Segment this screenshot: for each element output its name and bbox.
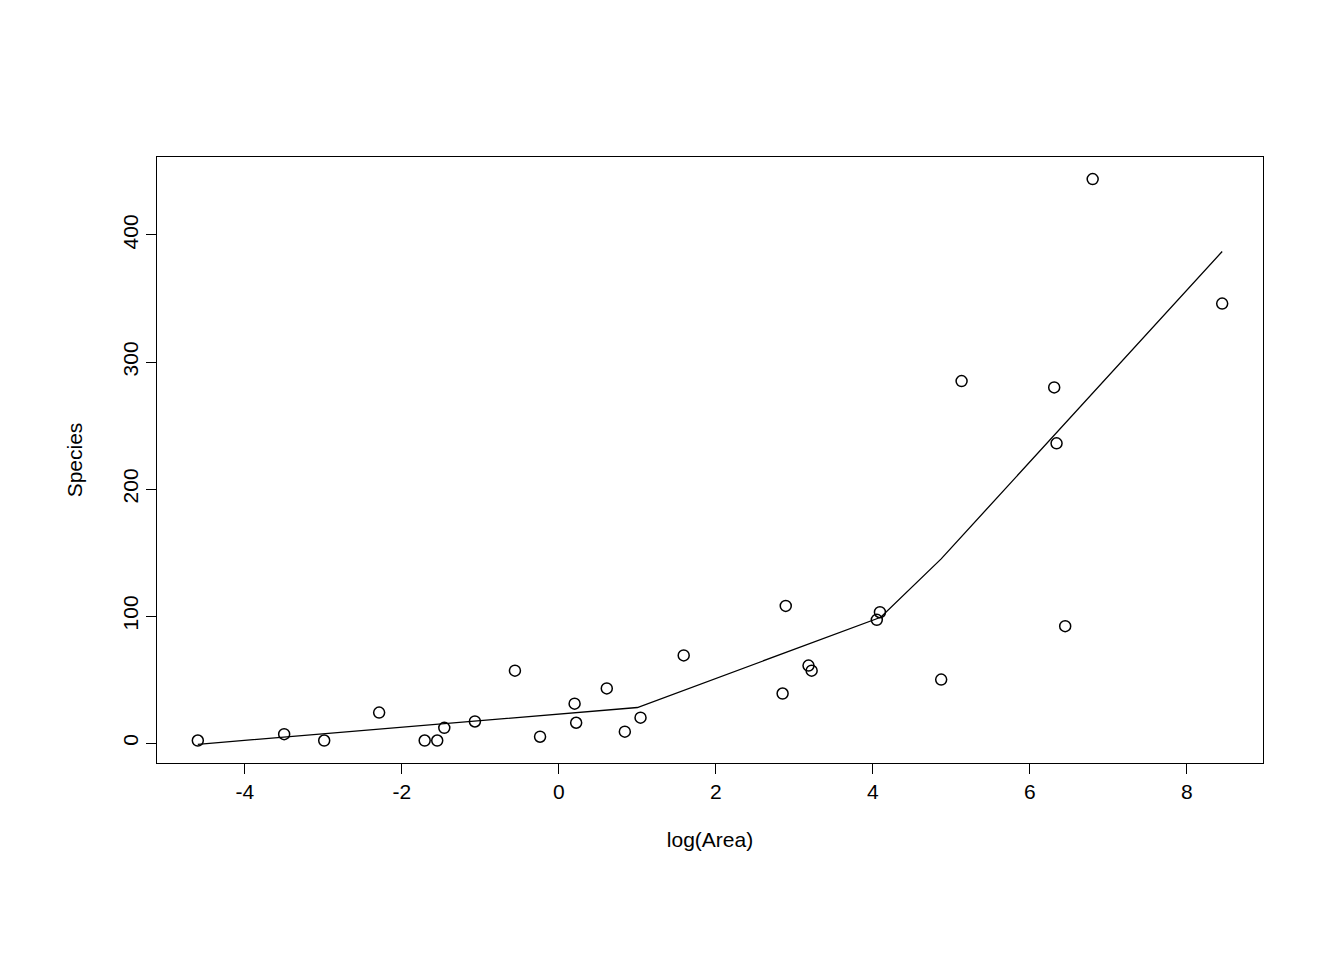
svg-text:log(Area): log(Area) (667, 828, 753, 851)
svg-text:-4: -4 (236, 780, 255, 803)
svg-text:8: 8 (1181, 780, 1193, 803)
svg-text:200: 200 (119, 468, 142, 503)
svg-text:0: 0 (119, 734, 142, 746)
svg-text:400: 400 (119, 214, 142, 249)
svg-text:4: 4 (867, 780, 879, 803)
svg-text:300: 300 (119, 341, 142, 376)
svg-text:Species: Species (63, 423, 86, 498)
svg-text:6: 6 (1024, 780, 1036, 803)
svg-text:2: 2 (710, 780, 722, 803)
svg-text:100: 100 (119, 595, 142, 630)
svg-text:0: 0 (553, 780, 565, 803)
svg-text:-2: -2 (393, 780, 412, 803)
